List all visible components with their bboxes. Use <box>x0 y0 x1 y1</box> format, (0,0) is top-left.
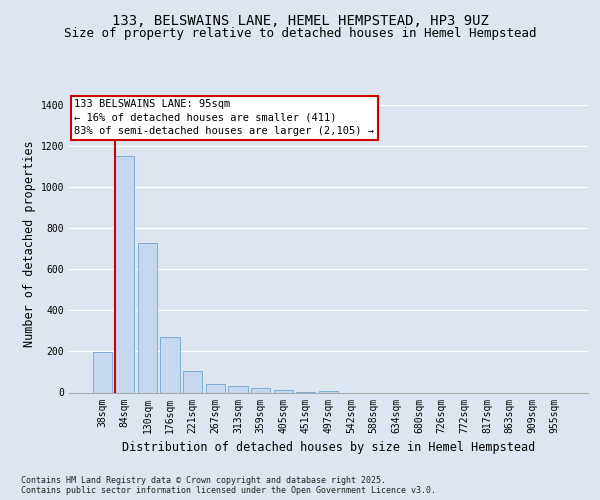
Text: Contains public sector information licensed under the Open Government Licence v3: Contains public sector information licen… <box>21 486 436 495</box>
Bar <box>183 371 202 392</box>
Text: 133, BELSWAINS LANE, HEMEL HEMPSTEAD, HP3 9UZ: 133, BELSWAINS LANE, HEMEL HEMPSTEAD, HP… <box>112 14 488 28</box>
Text: Size of property relative to detached houses in Hemel Hempstead: Size of property relative to detached ho… <box>64 28 536 40</box>
Bar <box>160 337 180 392</box>
Bar <box>206 384 225 392</box>
Bar <box>229 386 248 392</box>
Bar <box>115 156 134 392</box>
Text: Contains HM Land Registry data © Crown copyright and database right 2025.: Contains HM Land Registry data © Crown c… <box>21 476 386 485</box>
Bar <box>274 390 293 392</box>
Text: 133 BELSWAINS LANE: 95sqm
← 16% of detached houses are smaller (411)
83% of semi: 133 BELSWAINS LANE: 95sqm ← 16% of detac… <box>74 100 374 136</box>
X-axis label: Distribution of detached houses by size in Hemel Hempstead: Distribution of detached houses by size … <box>122 441 535 454</box>
Bar <box>92 352 112 393</box>
Bar <box>251 388 270 392</box>
Bar <box>138 242 157 392</box>
Y-axis label: Number of detached properties: Number of detached properties <box>23 140 37 347</box>
